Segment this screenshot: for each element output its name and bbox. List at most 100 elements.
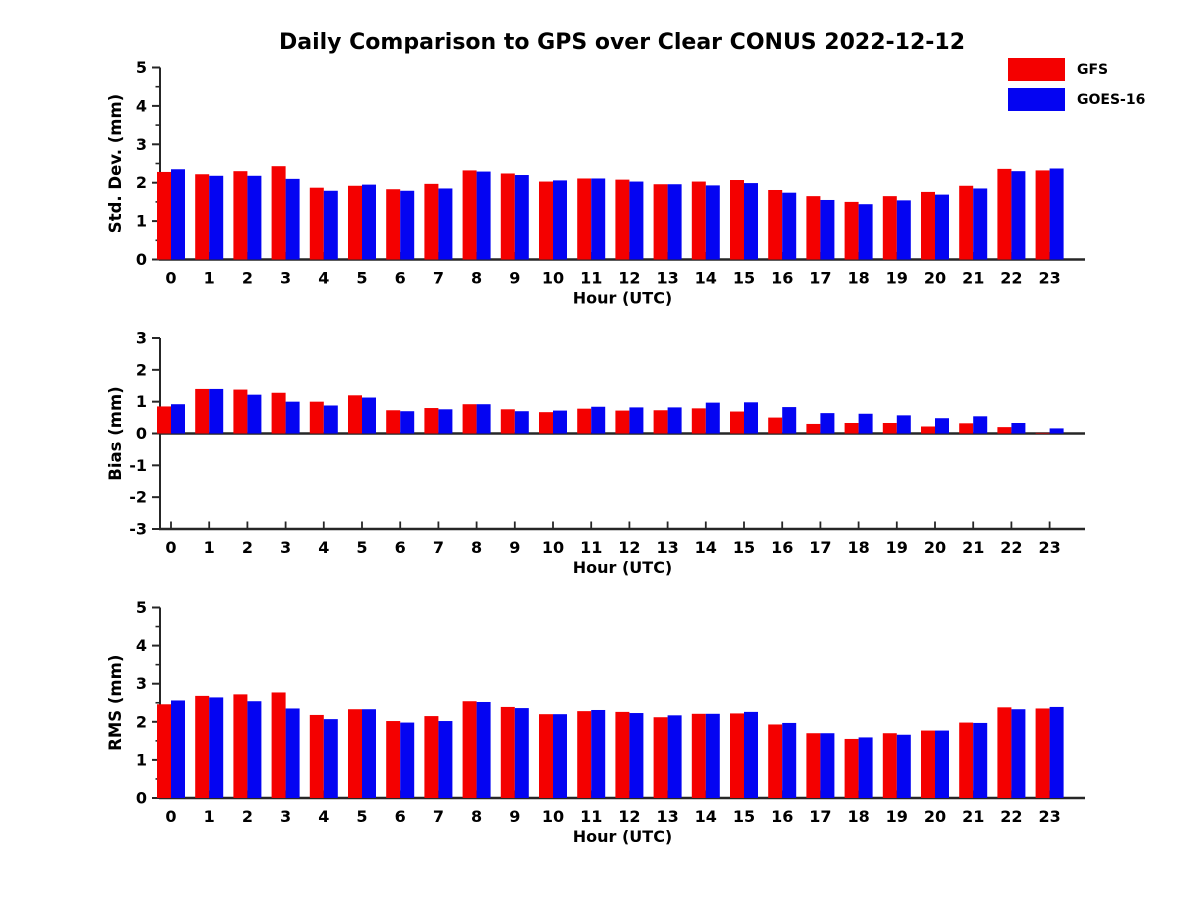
bar-gfs-h23 xyxy=(1035,432,1050,434)
y-axis-title: RMS (mm) xyxy=(106,655,125,751)
x-tick-label: 1 xyxy=(204,538,215,557)
bar-goes-16-h11 xyxy=(591,406,606,434)
x-tick-label: 13 xyxy=(656,269,678,288)
bar-gfs-h3 xyxy=(271,392,286,434)
bar-gfs-h23 xyxy=(1035,170,1050,260)
x-tick-label: 19 xyxy=(886,269,908,288)
bar-gfs-h14 xyxy=(691,713,706,798)
bar-goes-16-h16 xyxy=(782,407,797,434)
bar-goes-16-h14 xyxy=(705,713,720,798)
bar-gfs-h18 xyxy=(844,201,859,260)
bar-gfs-h12 xyxy=(615,179,630,260)
y-tick-label: 4 xyxy=(136,96,147,115)
bar-goes-16-h17 xyxy=(820,413,835,434)
y-tick-label: 1 xyxy=(136,392,147,411)
x-tick-label: 2 xyxy=(242,538,253,557)
legend-row-goes16: GOES-16 xyxy=(1008,88,1145,111)
x-tick-label: 1 xyxy=(204,269,215,288)
bar-gfs-h20 xyxy=(921,730,935,798)
x-tick-label: 2 xyxy=(242,807,253,826)
x-tick-label: 7 xyxy=(433,538,444,557)
x-tick-label: 3 xyxy=(280,269,291,288)
x-tick-label: 13 xyxy=(656,538,678,557)
x-tick-label: 21 xyxy=(962,807,984,826)
x-tick-label: 22 xyxy=(1000,538,1022,557)
bar-goes-16-h10 xyxy=(553,714,567,798)
bar-goes-16-h3 xyxy=(285,401,300,434)
bar-goes-16-h5 xyxy=(362,184,376,260)
rms-bars xyxy=(157,692,1064,798)
bar-goes-16-h9 xyxy=(514,411,529,434)
bar-gfs-h19 xyxy=(882,733,897,798)
bar-goes-16-h11 xyxy=(591,178,606,260)
x-tick-label: 1 xyxy=(204,807,215,826)
bar-gfs-h19 xyxy=(882,422,897,434)
legend-row-gfs: GFS xyxy=(1008,58,1145,81)
x-axis-title: Hour (UTC) xyxy=(573,827,673,846)
x-tick-label: 4 xyxy=(318,269,329,288)
bar-gfs-h4 xyxy=(309,401,324,434)
bar-gfs-h10 xyxy=(539,412,553,434)
bar-gfs-h12 xyxy=(615,711,630,798)
bar-gfs-h6 xyxy=(386,410,401,434)
legend-label-goes16: GOES-16 xyxy=(1077,91,1146,108)
legend: GFS GOES-16 xyxy=(1008,58,1145,118)
bar-gfs-h16 xyxy=(768,189,783,260)
x-tick-label: 11 xyxy=(580,269,602,288)
bar-goes-16-h7 xyxy=(438,409,453,434)
bar-gfs-h9 xyxy=(500,706,515,798)
bar-gfs-h22 xyxy=(997,707,1012,798)
y-tick-label: 0 xyxy=(136,250,147,269)
bar-goes-16-h15 xyxy=(744,711,758,798)
y-tick-label: 3 xyxy=(136,135,147,154)
bar-gfs-h10 xyxy=(539,714,553,798)
bar-gfs-h8 xyxy=(462,170,477,260)
x-tick-label: 0 xyxy=(165,269,176,288)
bar-goes-16-h0 xyxy=(171,404,185,434)
x-tick-label: 18 xyxy=(847,538,869,557)
x-tick-label: 16 xyxy=(771,269,793,288)
bar-goes-16-h0 xyxy=(171,700,185,798)
bar-gfs-h17 xyxy=(806,423,821,434)
bar-goes-16-h19 xyxy=(896,415,911,434)
x-tick-label: 0 xyxy=(165,538,176,557)
x-tick-label: 17 xyxy=(809,269,831,288)
bar-goes-16-h23 xyxy=(1049,706,1064,798)
x-tick-label: 15 xyxy=(733,538,755,557)
bar-gfs-h7 xyxy=(424,183,439,260)
x-tick-label: 19 xyxy=(886,807,908,826)
bar-goes-16-h6 xyxy=(400,411,415,434)
bar-gfs-h13 xyxy=(653,717,668,798)
bar-goes-16-h4 xyxy=(323,719,338,798)
stddev-bars xyxy=(157,166,1064,260)
x-tick-label: 16 xyxy=(771,807,793,826)
bar-goes-16-h11 xyxy=(591,709,606,798)
x-tick-label: 2 xyxy=(242,269,253,288)
bar-gfs-h4 xyxy=(309,714,324,798)
y-tick-label: 1 xyxy=(136,750,147,769)
x-tick-label: 9 xyxy=(509,807,520,826)
x-tick-label: 23 xyxy=(1038,538,1060,557)
x-tick-label: 10 xyxy=(542,538,564,557)
bar-goes-16-h1 xyxy=(209,175,224,260)
bar-gfs-h11 xyxy=(577,408,592,434)
bar-goes-16-h7 xyxy=(438,188,453,260)
x-tick-label: 18 xyxy=(847,269,869,288)
x-tick-label: 10 xyxy=(542,269,564,288)
bar-gfs-h11 xyxy=(577,178,592,260)
bar-gfs-h16 xyxy=(768,724,783,798)
bar-goes-16-h2 xyxy=(247,394,262,434)
bar-goes-16-h18 xyxy=(858,204,873,260)
bar-goes-16-h4 xyxy=(323,190,338,260)
x-tick-label: 10 xyxy=(542,807,564,826)
x-tick-label: 14 xyxy=(695,538,717,557)
bar-gfs-h1 xyxy=(195,388,210,434)
bar-goes-16-h2 xyxy=(247,701,262,798)
bar-goes-16-h13 xyxy=(667,715,682,798)
bar-goes-16-h3 xyxy=(285,708,300,798)
y-axis-title: Std. Dev. (mm) xyxy=(106,94,125,233)
bar-goes-16-h14 xyxy=(705,402,720,434)
bar-gfs-h22 xyxy=(997,168,1012,260)
